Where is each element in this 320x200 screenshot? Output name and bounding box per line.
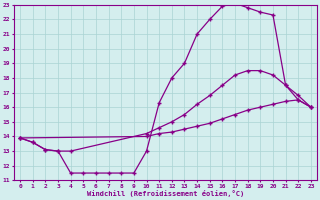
X-axis label: Windchill (Refroidissement éolien,°C): Windchill (Refroidissement éolien,°C) xyxy=(87,190,244,197)
